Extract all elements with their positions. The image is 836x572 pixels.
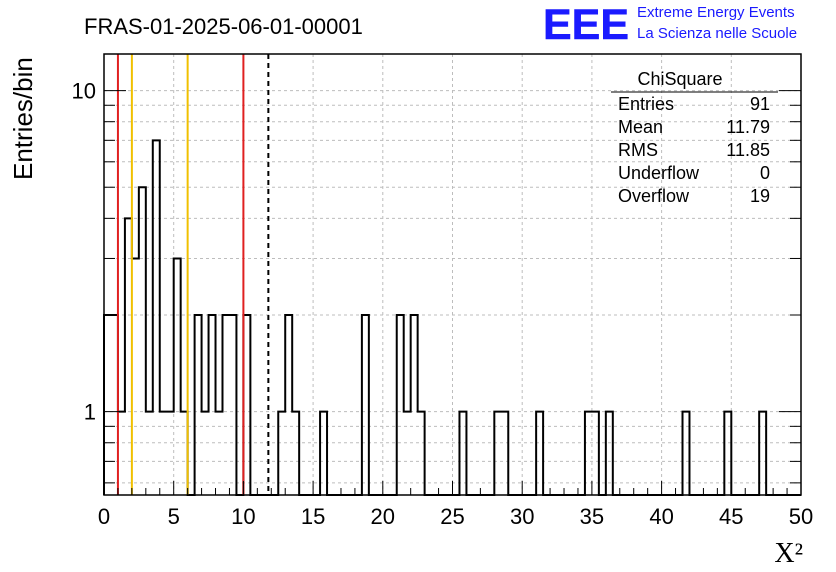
y-tick-label: 1 — [84, 400, 96, 425]
x-axis-label: X² — [774, 538, 803, 569]
y-axis-label: Entries/bin — [8, 57, 38, 180]
stats-box: ChiSquare Entries 91 Mean 11.79 RMS 11.8… — [611, 69, 778, 206]
eee-logo-icon: EEE — [543, 1, 629, 49]
x-tick-label: 25 — [440, 504, 464, 529]
x-tick-label: 50 — [789, 504, 813, 529]
chart-title: FRAS-01-2025-06-01-00001 — [84, 14, 363, 39]
stat-label-mean: Mean — [618, 117, 663, 137]
stat-label-underflow: Underflow — [618, 163, 700, 183]
x-tick-label: 45 — [719, 504, 743, 529]
x-tick-label: 10 — [231, 504, 255, 529]
x-tick-label: 5 — [168, 504, 180, 529]
reference-lines — [116, 54, 270, 495]
stat-value-mean: 11.79 — [726, 117, 770, 137]
axis-ticks: 0 5 10 15 20 25 30 35 40 45 50 1 10 — [72, 79, 814, 529]
x-tick-label: 15 — [301, 504, 325, 529]
stat-label-entries: Entries — [618, 94, 674, 114]
stat-value-overflow: 19 — [750, 186, 770, 206]
x-tick-label: 0 — [98, 504, 110, 529]
logo-line-2: La Scienza nelle Scuole — [637, 25, 797, 42]
x-tick-label: 40 — [649, 504, 673, 529]
y-tick-label: 10 — [72, 79, 96, 104]
stat-value-underflow: 0 — [760, 163, 770, 183]
grid — [104, 54, 801, 495]
logo-line-1: Extreme Energy Events — [637, 4, 795, 21]
stat-value-rms: 11.85 — [726, 140, 770, 160]
stat-value-entries: 91 — [750, 94, 770, 114]
x-tick-label: 20 — [371, 504, 395, 529]
x-tick-label: 35 — [580, 504, 604, 529]
stat-label-rms: RMS — [618, 140, 658, 160]
x-tick-label: 30 — [510, 504, 534, 529]
stat-label-overflow: Overflow — [618, 186, 690, 206]
stats-title: ChiSquare — [637, 69, 722, 89]
